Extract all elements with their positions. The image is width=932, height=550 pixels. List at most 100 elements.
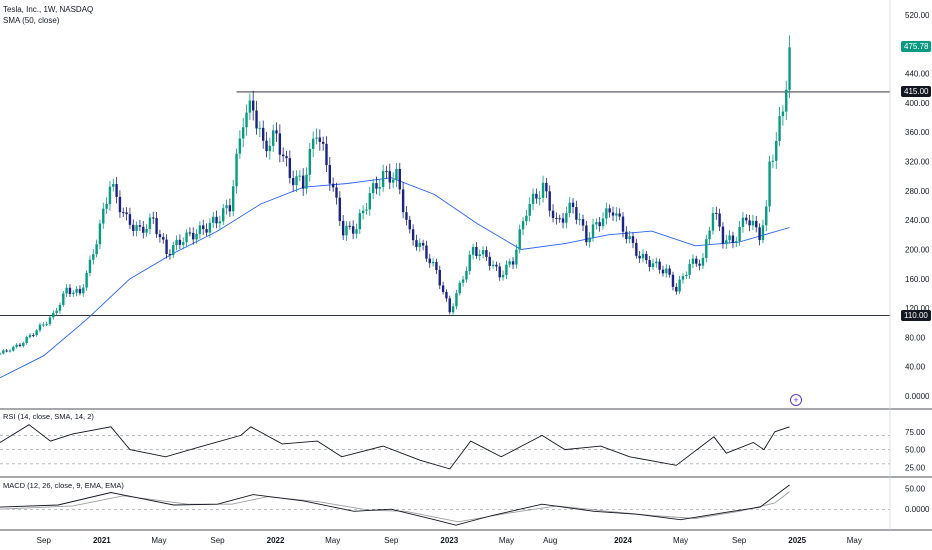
candle-body bbox=[788, 47, 791, 90]
candle-body bbox=[368, 193, 372, 210]
candle-body bbox=[528, 203, 531, 216]
rsi-legend: RSI (14, close, SMA, 14, 2) bbox=[3, 412, 94, 421]
candle-body bbox=[605, 208, 608, 219]
candle-body bbox=[645, 253, 648, 261]
candle-body bbox=[688, 263, 691, 275]
rsi-line bbox=[0, 424, 790, 470]
candle-body bbox=[125, 212, 128, 215]
candle-body bbox=[401, 189, 405, 213]
signal-line bbox=[0, 491, 790, 523]
date-tick-label: Sep bbox=[210, 536, 225, 545]
candle-body bbox=[38, 324, 42, 331]
candle-body bbox=[145, 229, 148, 233]
candle-body bbox=[561, 218, 565, 223]
candle-body bbox=[228, 205, 232, 212]
date-tick-label: May bbox=[673, 536, 688, 545]
rsi-tick-label: 25.00 bbox=[905, 463, 926, 472]
candle-body bbox=[781, 111, 785, 117]
candle-body bbox=[271, 130, 275, 146]
candle-body bbox=[298, 175, 302, 177]
candle-body bbox=[758, 227, 761, 241]
candle-body bbox=[345, 225, 348, 236]
candle-body bbox=[105, 203, 108, 209]
candle-body bbox=[112, 184, 115, 187]
rsi-tick-label: 75.00 bbox=[905, 428, 926, 437]
candle-body bbox=[711, 212, 715, 231]
candle-body bbox=[232, 186, 235, 212]
candle-body bbox=[408, 219, 411, 230]
candle-body bbox=[318, 137, 322, 142]
candle-body bbox=[188, 232, 192, 234]
candle-body bbox=[291, 178, 295, 186]
price-tick-label: 120.00 bbox=[905, 304, 930, 313]
candle-body bbox=[625, 231, 628, 240]
candle-body bbox=[338, 197, 342, 221]
candle-body bbox=[785, 89, 788, 112]
date-tick-label: Aug bbox=[543, 536, 557, 545]
candle-body bbox=[575, 207, 578, 220]
candle-body bbox=[42, 324, 45, 326]
candle-body bbox=[128, 214, 132, 225]
candle-body bbox=[478, 254, 481, 257]
date-tick-label: 2022 bbox=[267, 536, 285, 545]
candle-body bbox=[255, 110, 258, 129]
candle-body bbox=[531, 193, 535, 204]
candle-body bbox=[248, 100, 252, 113]
date-tick-label: 2025 bbox=[788, 536, 806, 545]
candle-body bbox=[708, 230, 711, 240]
candle-body bbox=[285, 156, 288, 159]
candle-body bbox=[515, 249, 518, 265]
candle-body bbox=[675, 286, 678, 292]
candle-body bbox=[328, 165, 332, 184]
candle-body bbox=[351, 226, 355, 234]
candle-body bbox=[398, 168, 401, 190]
date-tick-label: 2024 bbox=[614, 536, 632, 545]
candle-body bbox=[558, 218, 561, 220]
candle-body bbox=[745, 217, 748, 221]
candle-body bbox=[448, 298, 451, 313]
date-tick-label: Sep bbox=[384, 536, 399, 545]
candle-body bbox=[361, 210, 365, 214]
candle-body bbox=[158, 234, 162, 238]
candle-body bbox=[385, 171, 388, 173]
date-tick-label: 2023 bbox=[440, 536, 458, 545]
candle-body bbox=[661, 269, 665, 274]
candle-body bbox=[641, 253, 645, 259]
candle-body bbox=[331, 183, 335, 188]
candle-body bbox=[748, 220, 751, 226]
candle-body bbox=[28, 335, 32, 338]
candle-body bbox=[535, 193, 538, 199]
candle-body bbox=[458, 282, 461, 294]
date-tick-label: May bbox=[325, 536, 340, 545]
candle-body bbox=[138, 225, 142, 227]
candle-body bbox=[98, 223, 102, 245]
candle-body bbox=[438, 269, 441, 286]
horizontal-levels[interactable] bbox=[0, 91, 890, 316]
upper-level-badge: 415.00 bbox=[901, 86, 932, 97]
candle-body bbox=[78, 288, 82, 294]
lower-level-badge: 110.00 bbox=[901, 310, 931, 321]
price-tick-label: 520.00 bbox=[905, 11, 930, 20]
candle-body bbox=[428, 258, 431, 264]
candle-body bbox=[698, 263, 701, 266]
candle-body bbox=[135, 225, 138, 232]
candle-body bbox=[501, 274, 505, 278]
candle-body bbox=[465, 270, 468, 280]
candle-body bbox=[581, 219, 585, 226]
date-tick-label: May bbox=[151, 536, 166, 545]
candle-body bbox=[278, 133, 282, 155]
candle-body bbox=[618, 213, 621, 217]
price-tick-label: 40.00 bbox=[905, 363, 926, 372]
macd-legend: MACD (12, 26, close, 9, EMA, EMA) bbox=[3, 481, 124, 490]
sma-line bbox=[0, 177, 790, 379]
candle-body bbox=[701, 257, 705, 266]
candle-body bbox=[175, 239, 178, 246]
candle-body bbox=[468, 254, 471, 271]
add-alert-icon[interactable]: + bbox=[790, 394, 802, 406]
candle-body bbox=[168, 254, 172, 256]
candle-body bbox=[648, 260, 651, 267]
candle-body bbox=[725, 240, 728, 244]
candle-body bbox=[658, 261, 661, 270]
candle-body bbox=[132, 224, 135, 232]
